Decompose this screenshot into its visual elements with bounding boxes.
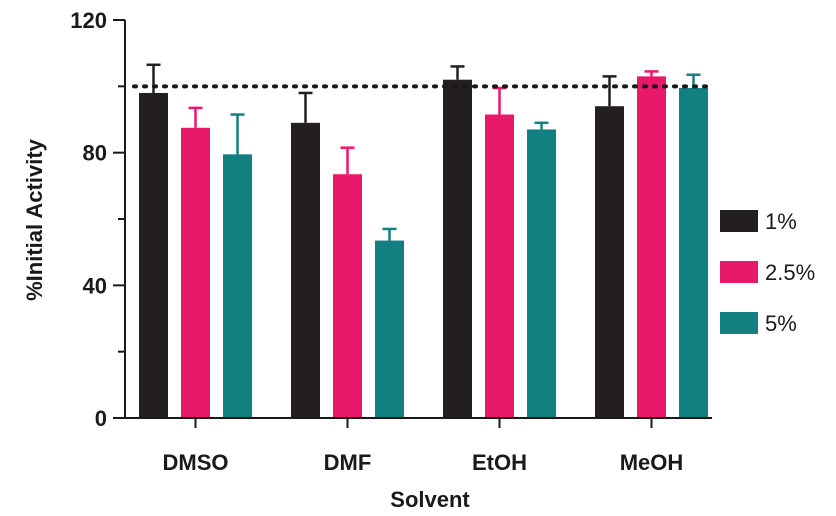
y-tick-label: 80 [83, 141, 107, 166]
y-axis-title: %Initial Activity [22, 138, 47, 301]
bar-MeOH-5% [679, 87, 708, 418]
x-tick-label: EtOH [472, 450, 527, 475]
legend-label: 2.5% [765, 260, 815, 285]
bar-MeOH-1% [595, 106, 624, 418]
legend-label: 1% [765, 209, 797, 234]
bar-EtOH-1% [443, 79, 472, 418]
x-ticks: DMSO DMF EtOH MeOH [163, 418, 684, 475]
bar-DMSO-2.5% [181, 127, 210, 419]
x-tick-label: DMF [324, 450, 372, 475]
x-tick-label: DMSO [163, 450, 229, 475]
legend-label: 5% [765, 311, 797, 336]
y-tick-label: 0 [95, 406, 107, 431]
bar-DMF-1% [291, 122, 320, 419]
bar-DMF-2.5% [333, 174, 362, 418]
bar-EtOH-2.5% [485, 114, 514, 419]
legend-swatch-2.5% [720, 261, 758, 283]
y-ticks: 0 40 80 120 [70, 8, 125, 431]
bar-DMSO-5% [223, 154, 252, 418]
legend: 1% 2.5% 5% [720, 209, 815, 336]
bar-DMSO-1% [139, 92, 168, 418]
x-axis-title: Solvent [390, 487, 470, 512]
legend-swatch-5% [720, 312, 758, 334]
bar-MeOH-2.5% [637, 76, 666, 418]
error-bars-layer [146, 63, 701, 241]
y-tick-label: 120 [70, 8, 107, 33]
y-tick-label: 40 [83, 273, 107, 298]
bars-layer [139, 76, 708, 419]
x-tick-label: MeOH [620, 450, 684, 475]
bar-DMF-5% [375, 240, 404, 418]
bar-EtOH-5% [527, 129, 556, 418]
legend-swatch-1% [720, 210, 758, 232]
